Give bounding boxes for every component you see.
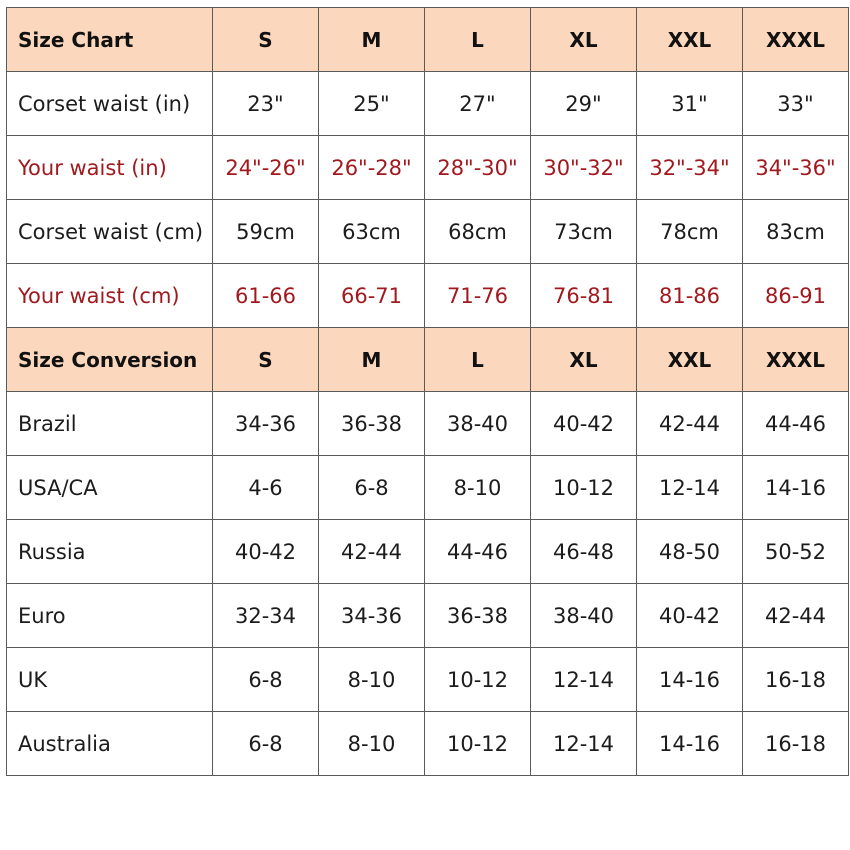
table-cell: 36-38 (318, 391, 425, 456)
table-cell: 8-10 (318, 711, 425, 776)
size-header-xxl: XXL (636, 7, 743, 72)
table-cell: 24"-26" (212, 135, 319, 200)
row-label: Euro (6, 583, 213, 648)
size-header-m: M (318, 7, 425, 72)
size-header-xl: XL (530, 327, 637, 392)
table-cell: 34"-36" (742, 135, 849, 200)
table-cell: 10-12 (424, 711, 531, 776)
table-cell: 78cm (636, 199, 743, 264)
table-cell: 61-66 (212, 263, 319, 328)
table-cell: 44-46 (424, 519, 531, 584)
table-cell: 63cm (318, 199, 425, 264)
table-row: USA/CA 4-6 6-8 8-10 10-12 12-14 14-16 (6, 455, 849, 520)
size-header-xxxl: XXXL (742, 7, 849, 72)
table-row: Corset waist (in) 23" 25" 27" 29" 31" 33… (6, 71, 849, 136)
table-cell: 16-18 (742, 711, 849, 776)
table-cell: 66-71 (318, 263, 425, 328)
table-cell: 8-10 (318, 647, 425, 712)
table-cell: 50-52 (742, 519, 849, 584)
table-cell: 68cm (424, 199, 531, 264)
row-label: USA/CA (6, 455, 213, 520)
table-cell: 36-38 (424, 583, 531, 648)
row-label: Australia (6, 711, 213, 776)
row-label: Your waist (cm) (6, 263, 213, 328)
table-cell: 34-36 (318, 583, 425, 648)
table-cell: 12-14 (636, 455, 743, 520)
table-cell: 10-12 (530, 455, 637, 520)
table-cell: 59cm (212, 199, 319, 264)
table-cell: 76-81 (530, 263, 637, 328)
table-cell: 42-44 (636, 391, 743, 456)
size-header-s: S (212, 327, 319, 392)
row-label: Russia (6, 519, 213, 584)
table-cell: 27" (424, 71, 531, 136)
table-cell: 42-44 (742, 583, 849, 648)
size-header-xl: XL (530, 7, 637, 72)
table-cell: 16-18 (742, 647, 849, 712)
table-cell: 44-46 (742, 391, 849, 456)
size-chart-title: Size Chart (6, 7, 213, 72)
table-cell: 42-44 (318, 519, 425, 584)
table-cell: 33" (742, 71, 849, 136)
row-label: UK (6, 647, 213, 712)
table-row: Your waist (in) 24"-26" 26"-28" 28"-30" … (6, 135, 849, 200)
table-cell: 14-16 (742, 455, 849, 520)
size-header-xxl: XXL (636, 327, 743, 392)
table-cell: 12-14 (530, 711, 637, 776)
table-cell: 38-40 (424, 391, 531, 456)
table-cell: 73cm (530, 199, 637, 264)
table-cell: 48-50 (636, 519, 743, 584)
table-row: Brazil 34-36 36-38 38-40 40-42 42-44 44-… (6, 391, 849, 456)
table-cell: 6-8 (212, 711, 319, 776)
table-cell: 28"-30" (424, 135, 531, 200)
table-cell: 34-36 (212, 391, 319, 456)
table-cell: 4-6 (212, 455, 319, 520)
table-cell: 40-42 (212, 519, 319, 584)
table-cell: 83cm (742, 199, 849, 264)
table-cell: 40-42 (636, 583, 743, 648)
size-header-l: L (424, 7, 531, 72)
table-cell: 31" (636, 71, 743, 136)
table-cell: 10-12 (424, 647, 531, 712)
table-cell: 14-16 (636, 647, 743, 712)
table-cell: 8-10 (424, 455, 531, 520)
table-row: Euro 32-34 34-36 36-38 38-40 40-42 42-44 (6, 583, 849, 648)
table-cell: 12-14 (530, 647, 637, 712)
table-row: Australia 6-8 8-10 10-12 12-14 14-16 16-… (6, 711, 849, 776)
table-cell: 46-48 (530, 519, 637, 584)
size-conversion-title: Size Conversion (6, 327, 213, 392)
row-label: Corset waist (in) (6, 71, 213, 136)
table-cell: 23" (212, 71, 319, 136)
table-cell: 38-40 (530, 583, 637, 648)
table-row: Corset waist (cm) 59cm 63cm 68cm 73cm 78… (6, 199, 849, 264)
table-cell: 32"-34" (636, 135, 743, 200)
table-cell: 81-86 (636, 263, 743, 328)
table-cell: 32-34 (212, 583, 319, 648)
table-row: Russia 40-42 42-44 44-46 46-48 48-50 50-… (6, 519, 849, 584)
table-cell: 30"-32" (530, 135, 637, 200)
size-header-m: M (318, 327, 425, 392)
table-cell: 6-8 (212, 647, 319, 712)
row-label: Corset waist (cm) (6, 199, 213, 264)
table-cell: 71-76 (424, 263, 531, 328)
table-cell: 25" (318, 71, 425, 136)
table-cell: 6-8 (318, 455, 425, 520)
size-header-l: L (424, 327, 531, 392)
table-cell: 86-91 (742, 263, 849, 328)
table-cell: 40-42 (530, 391, 637, 456)
table-row: UK 6-8 8-10 10-12 12-14 14-16 16-18 (6, 647, 849, 712)
size-conversion-header-row: Size Conversion S M L XL XXL XXXL (6, 327, 849, 392)
row-label: Your waist (in) (6, 135, 213, 200)
table-cell: 29" (530, 71, 637, 136)
size-chart-table: Size Chart S M L XL XXL XXXL Corset wais… (6, 7, 849, 776)
table-cell: 14-16 (636, 711, 743, 776)
size-header-s: S (212, 7, 319, 72)
table-row: Your waist (cm) 61-66 66-71 71-76 76-81 … (6, 263, 849, 328)
row-label: Brazil (6, 391, 213, 456)
table-cell: 26"-28" (318, 135, 425, 200)
size-chart-header-row: Size Chart S M L XL XXL XXXL (6, 7, 849, 72)
size-header-xxxl: XXXL (742, 327, 849, 392)
